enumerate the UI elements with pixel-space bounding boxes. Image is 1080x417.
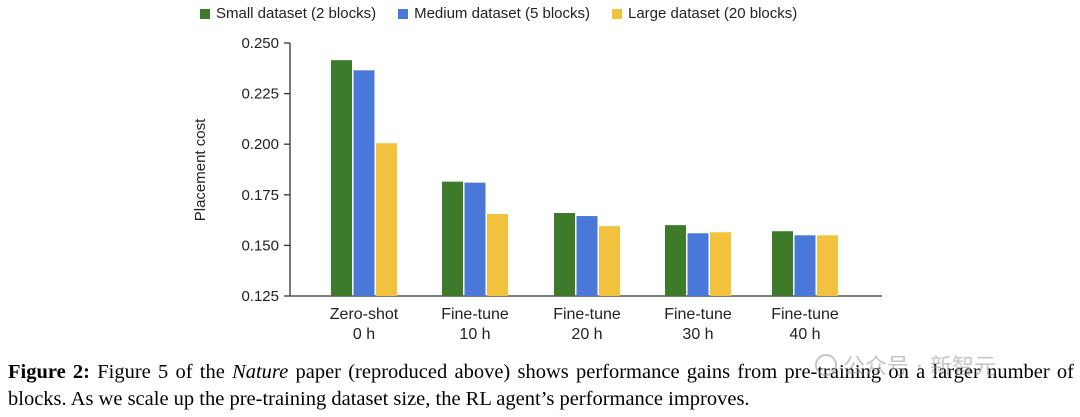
y-tick-label: 0.125 [241,288,279,305]
bar [442,181,463,296]
x-tick-label: Fine-tune [664,306,732,323]
bar [794,235,816,296]
y-tick-label: 0.200 [241,136,279,153]
caption-text-2: paper (reproduced above) shows performan… [8,361,1074,410]
legend-item-large: Large dataset (20 blocks) [611,5,798,22]
bar [331,60,352,297]
figure-caption: Figure 2: Figure 5 of the Nature paper (… [8,359,1074,413]
chart-legend: Small dataset (2 blocks) Medium dataset … [200,5,797,22]
bar [772,231,793,296]
legend-swatch-large [611,8,622,19]
x-tick-label: Fine-tune [441,306,509,323]
x-tick-label: 30 h [682,326,713,343]
caption-label: Figure 2: [8,361,91,383]
bar [710,232,731,296]
legend-label-large: Large dataset (20 blocks) [627,5,798,22]
legend-swatch-medium [398,8,409,19]
legend-item-medium: Medium dataset (5 blocks) [398,5,590,22]
x-tick-label: Zero-shot [330,306,399,323]
bar [487,214,508,296]
x-tick-label: Fine-tune [771,306,839,323]
bar [576,216,598,296]
bar [817,235,838,296]
legend-item-small: Small dataset (2 blocks) [200,5,376,22]
x-tick-label: Fine-tune [553,306,621,323]
legend-label-medium: Medium dataset (5 blocks) [414,5,590,22]
x-tick-label: 20 h [571,326,602,343]
y-tick-label: 0.175 [241,187,279,204]
y-axis-title: Placement cost [192,118,209,221]
bar-chart: 0.250 0.225 0.200 0.175 0.150 0.125 Placement … [192,35,882,343]
y-tick-label: 0.225 [241,86,279,103]
bar [665,225,686,296]
caption-text-1: Figure 5 of the [90,361,233,383]
bar [554,213,575,296]
y-tick-label: 0.150 [241,237,279,254]
x-tick-label: 40 h [789,326,820,343]
caption-journal: Nature [232,361,289,383]
legend-swatch-small [200,8,210,19]
bar [353,70,375,296]
y-tick-label: 0.250 [241,35,279,52]
x-tick-label: 10 h [459,326,490,343]
bar [376,143,397,296]
x-tick-label: 0 h [353,326,375,343]
bar [687,233,709,296]
legend-label-small: Small dataset (2 blocks) [216,5,377,22]
bar [599,226,620,296]
bar [464,182,486,296]
